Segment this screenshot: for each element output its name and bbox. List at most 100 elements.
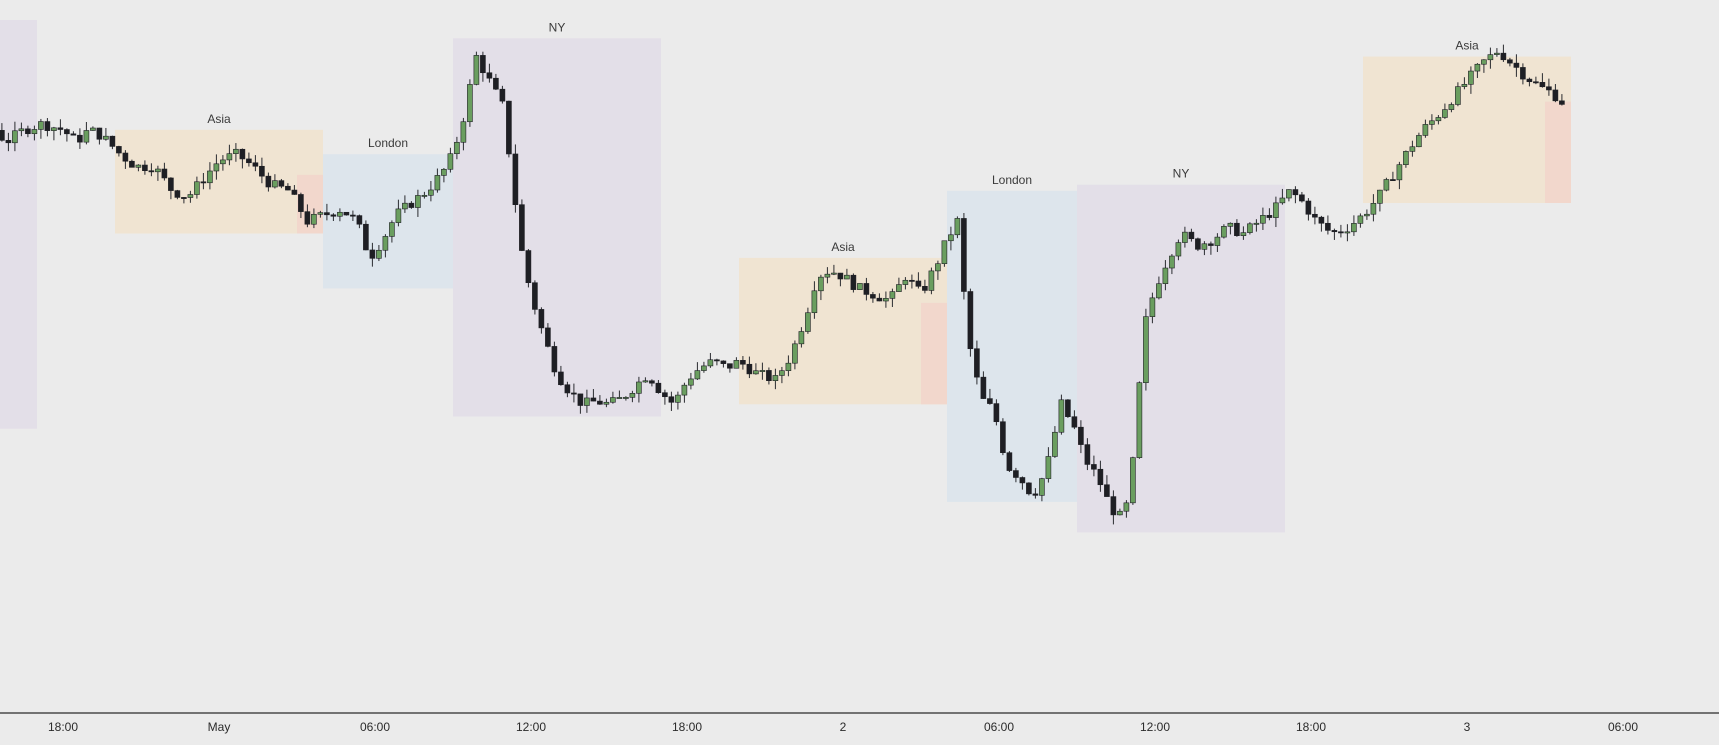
candle-body-up: [1175, 242, 1182, 257]
candle: [161, 162, 168, 181]
candle: [356, 214, 363, 229]
candle-body-down: [551, 346, 558, 373]
candle: [233, 143, 239, 162]
candle-body-down: [1312, 213, 1318, 218]
candle: [1130, 456, 1136, 505]
candle-body-up: [1130, 457, 1136, 504]
candle-body-up: [1221, 226, 1227, 238]
candle-body-up: [226, 153, 233, 161]
candle-body-down: [727, 363, 733, 369]
candle: [239, 148, 246, 169]
candle-body-down: [1299, 194, 1305, 202]
candle-body-down: [1006, 452, 1013, 471]
candle-body-up: [883, 298, 889, 302]
candle-body-down: [1500, 52, 1507, 61]
candle: [415, 189, 421, 217]
x-tick-label: 12:00: [516, 720, 546, 734]
candle: [655, 379, 662, 394]
candle-body-down: [1305, 200, 1312, 215]
candle-body-up: [785, 362, 792, 371]
candle-body-up: [694, 370, 701, 380]
candle: [363, 220, 369, 251]
candle: [0, 123, 5, 142]
session-label: NY: [1173, 167, 1190, 181]
candle: [122, 150, 129, 169]
candle: [408, 201, 415, 209]
candle: [103, 127, 109, 141]
candle: [974, 340, 980, 385]
candle: [532, 280, 538, 315]
candle-body-down: [129, 160, 135, 168]
candle: [1266, 208, 1273, 221]
time-axis[interactable]: 18:00 May 06:00 12:00 18:00 2 06:00 12:00 18:00 3…: [0, 712, 1719, 734]
candle-body-up: [1039, 478, 1045, 496]
candle-body-up: [831, 272, 837, 275]
session-box-tail: [1545, 101, 1571, 203]
candle: [1442, 103, 1448, 119]
candle-body-down: [1078, 426, 1084, 445]
candle: [519, 199, 525, 252]
candle: [746, 356, 753, 379]
candle-body-up: [207, 170, 213, 184]
candle-body-down: [486, 72, 493, 79]
candle: [922, 279, 928, 294]
candle-body-up: [701, 365, 707, 371]
candle-body-up: [1422, 124, 1429, 136]
candle-body-up: [18, 128, 25, 132]
candle-body-down: [304, 211, 311, 225]
candle: [96, 127, 103, 145]
candle-body-up: [382, 236, 389, 251]
candle: [733, 357, 740, 369]
candle-body-down: [1318, 216, 1325, 224]
candle-body-down: [1234, 222, 1240, 236]
candle-body-up: [1123, 502, 1130, 512]
candle-body-down: [1019, 477, 1026, 484]
candle: [629, 390, 636, 403]
candle-body-down: [532, 282, 538, 310]
candle: [597, 395, 603, 405]
candle: [1338, 224, 1344, 238]
candle: [545, 323, 551, 348]
candle-body-up: [311, 213, 317, 225]
candle-body-down: [915, 280, 922, 287]
candle: [460, 117, 467, 151]
candle: [948, 226, 954, 251]
candle: [1520, 63, 1526, 85]
candle: [779, 366, 785, 384]
candle: [1377, 189, 1383, 212]
x-tick-label: 18:00: [672, 720, 702, 734]
candle: [291, 185, 298, 195]
candle: [688, 372, 694, 390]
candle-body-down: [1552, 89, 1559, 102]
candle: [1416, 132, 1422, 148]
candle: [714, 358, 720, 366]
candle-body-down: [499, 88, 506, 102]
candle-body-up: [1474, 63, 1481, 72]
candle-body-up: [447, 153, 454, 170]
candle: [642, 377, 649, 383]
candle-body-up: [1052, 431, 1058, 457]
candle: [1481, 59, 1487, 73]
candle: [1559, 94, 1565, 106]
candle-body-down: [181, 197, 187, 199]
candle-body-down: [1526, 78, 1533, 83]
candle: [116, 145, 122, 157]
candle: [662, 389, 668, 405]
session-label: Asia: [207, 112, 231, 126]
candle: [1195, 237, 1201, 252]
candle: [389, 220, 395, 243]
candle: [1253, 219, 1260, 232]
candle-body-up: [1429, 120, 1435, 125]
candle-body-up: [415, 195, 421, 208]
candle-body-down: [1104, 484, 1110, 497]
candle-body-up: [1416, 135, 1422, 148]
candle: [837, 272, 844, 287]
session-box-ny: [0, 20, 37, 429]
candle-body-up: [1182, 231, 1188, 243]
candle: [1494, 48, 1500, 57]
candle: [1390, 171, 1396, 181]
candle: [636, 376, 642, 403]
candle: [1013, 467, 1019, 483]
